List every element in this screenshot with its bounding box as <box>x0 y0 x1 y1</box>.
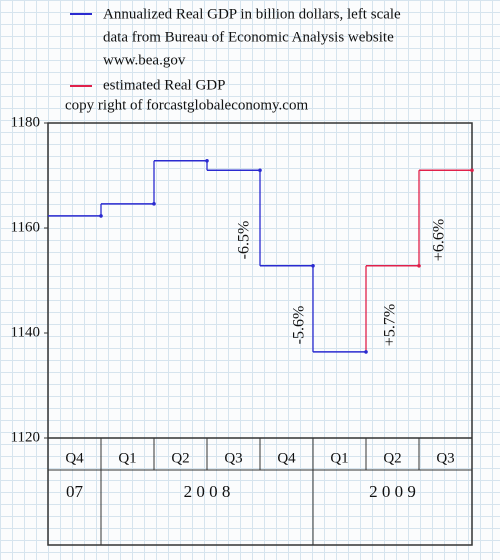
note: data from Bureau of Economic Analysis we… <box>103 29 394 45</box>
step-dot <box>311 264 315 268</box>
x-tick-label: Q4 <box>65 450 84 466</box>
step-dot <box>205 159 209 163</box>
x-tick-label: Q1 <box>330 450 348 466</box>
annotation: -6.5% <box>236 221 253 260</box>
step-dot <box>364 350 368 354</box>
note: www.bea.gov <box>103 52 186 68</box>
step-dot <box>258 168 262 173</box>
note: copy right of forcastglobaleconomy.com <box>65 97 308 113</box>
y-tick-label: 1120 <box>11 429 40 445</box>
annotation: -5.6% <box>291 306 308 345</box>
year-label: 2 0 0 9 <box>369 482 416 501</box>
x-tick-label: Q3 <box>224 450 242 466</box>
x-tick-label: Q3 <box>436 450 454 466</box>
year-label: 2 0 0 8 <box>184 482 231 501</box>
step-dot <box>152 202 156 206</box>
step-dot <box>470 168 474 173</box>
step-dot <box>99 214 103 218</box>
x-tick-label: Q2 <box>383 450 401 466</box>
y-tick-label: 1140 <box>11 324 40 340</box>
y-tick-label: 1160 <box>11 219 40 235</box>
legend-label: estimated Real GDP <box>103 77 225 93</box>
annotation: +6.6% <box>431 219 448 261</box>
year-label: 07 <box>66 482 84 501</box>
y-tick-label: 1180 <box>11 114 40 130</box>
x-tick-label: Q4 <box>277 450 296 466</box>
x-tick-label: Q1 <box>118 450 136 466</box>
annotation: +5.7% <box>382 304 399 346</box>
legend-label: Annualized Real GDP in billion dollars, … <box>103 6 401 22</box>
step-dot <box>417 264 421 268</box>
x-tick-label: Q2 <box>171 450 189 466</box>
chart-frame <box>47 122 473 546</box>
